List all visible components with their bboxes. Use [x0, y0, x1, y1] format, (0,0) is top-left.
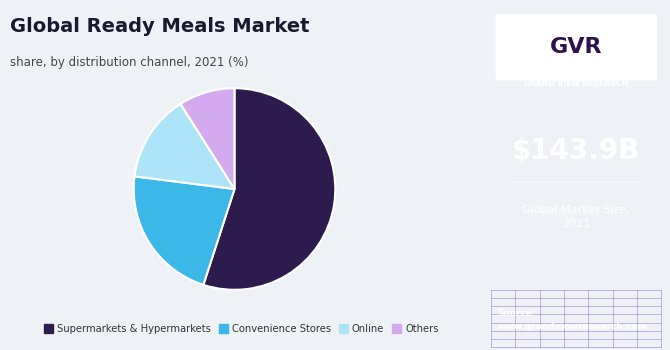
Text: Global Market Size,
2021: Global Market Size, 2021 — [523, 205, 630, 229]
Wedge shape — [180, 88, 234, 189]
Text: GVR: GVR — [550, 37, 602, 57]
Wedge shape — [204, 88, 335, 290]
FancyBboxPatch shape — [496, 14, 657, 80]
Wedge shape — [134, 176, 234, 285]
Legend: Supermarkets & Hypermarkets, Convenience Stores, Online, Others: Supermarkets & Hypermarkets, Convenience… — [44, 324, 439, 334]
Text: GRAND VIEW RESEARCH: GRAND VIEW RESEARCH — [524, 79, 628, 89]
Wedge shape — [135, 104, 234, 189]
Text: Global Ready Meals Market: Global Ready Meals Market — [9, 18, 309, 36]
Text: $143.9B: $143.9B — [512, 136, 641, 164]
Text: share, by distribution channel, 2021 (%): share, by distribution channel, 2021 (%) — [9, 56, 248, 69]
Text: Source:
www.grandviewresearch.com: Source: www.grandviewresearch.com — [497, 309, 647, 330]
